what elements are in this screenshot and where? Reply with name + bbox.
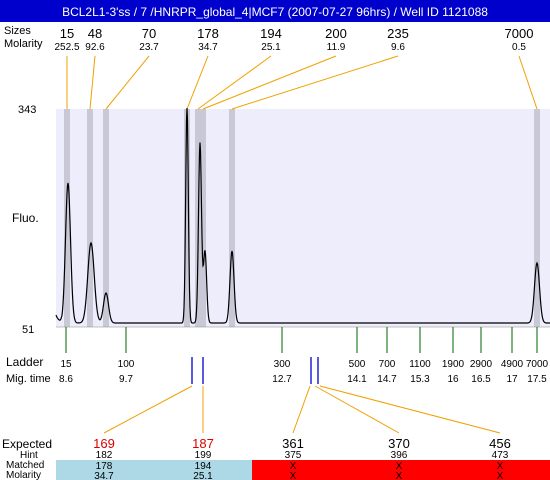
molarity-value: X [290, 471, 297, 480]
hint-label: Hint [20, 450, 38, 461]
peak-band [534, 109, 540, 327]
peak-molarity: 252.5 [54, 42, 79, 53]
expected-connector [314, 385, 400, 434]
hint-value: 473 [492, 450, 509, 461]
ladder-time: 16 [447, 374, 459, 385]
matched-label: Matched [6, 460, 44, 471]
ladder-size: 700 [379, 359, 396, 370]
matched-value: 178 [96, 461, 113, 472]
peak-size: 178 [197, 26, 219, 41]
expected-size: 187 [192, 436, 214, 451]
peak-connectors [66, 55, 538, 110]
peak-size: 7000 [505, 26, 534, 41]
ladder-size: 100 [118, 359, 135, 370]
peak-connector [518, 55, 538, 110]
peak-connector [89, 55, 96, 110]
expected-label: Expected [2, 437, 52, 451]
molarity-bottom-label: Molarity [6, 470, 41, 480]
matched-ticks [191, 357, 319, 384]
ladder-size: 2900 [470, 359, 493, 370]
expected-connector [292, 385, 311, 434]
peak-connector [197, 55, 272, 110]
hint-value: 182 [96, 450, 113, 461]
expected-connector [319, 385, 501, 434]
ladder-time: 15.3 [410, 374, 430, 385]
peak-size: 48 [88, 26, 102, 41]
ladder-size: 7000 [526, 359, 549, 370]
peak-molarity: 34.7 [198, 42, 218, 53]
page-title: BCL2L1-3'ss / 7 /HNRPR_global_4|MCF7 (20… [62, 5, 488, 19]
molarity-value: X [396, 471, 403, 480]
matched-value: X [497, 461, 504, 472]
ladder-time: 8.6 [59, 374, 73, 385]
fluorescence-trace [55, 107, 550, 324]
peak-size: 194 [260, 26, 282, 41]
ladder-time: 17.5 [527, 374, 547, 385]
ladder-size: 500 [349, 359, 366, 370]
peak-band [200, 109, 206, 327]
matched-value: X [396, 461, 403, 472]
peak-connector [186, 55, 209, 110]
ladder-size: 300 [274, 359, 291, 370]
molarity-row-label: Molarity [4, 38, 43, 50]
peak-band [229, 109, 235, 327]
peak-molarity: 92.6 [85, 42, 105, 53]
ladder-size: 4900 [501, 359, 524, 370]
expected-size: 456 [489, 436, 511, 451]
ladder-time: 14.7 [377, 374, 397, 385]
peak-molarity: 23.7 [139, 42, 159, 53]
peak-band [184, 109, 190, 327]
molarity-value: 25.1 [193, 471, 213, 480]
peak-size: 15 [60, 26, 74, 41]
fluo-axis-label: Fluo. [12, 211, 39, 225]
ladder-time: 14.1 [347, 374, 367, 385]
peak-band [64, 109, 70, 327]
sizes-row-label: Sizes [4, 25, 31, 37]
ladder-size: 1900 [442, 359, 465, 370]
peak-size: 235 [387, 26, 409, 41]
expected-size: 361 [282, 436, 304, 451]
ladder-time: 9.7 [119, 374, 133, 385]
peak-molarity: 0.5 [512, 42, 526, 53]
peak-connector [105, 55, 150, 110]
expected-connector [103, 385, 193, 434]
matched-value: 194 [195, 461, 212, 472]
peak-band [103, 109, 109, 327]
peak-connector [231, 55, 399, 110]
expected-table: 16918217834.718719919425.1361375XX370396… [93, 436, 511, 480]
peak-molarity: 25.1 [261, 42, 281, 53]
hint-value: 199 [195, 450, 212, 461]
peak-connector [202, 55, 337, 110]
ladder-time: 12.7 [272, 374, 292, 385]
hint-value: 375 [285, 450, 302, 461]
title-bar [0, 0, 550, 22]
ladder-markers: 15 8.6 100 9.7 300 12.7 500 14.1 700 14.7 1100 15.3… [59, 327, 549, 385]
peak-size: 70 [142, 26, 156, 41]
ladder-size: 15 [60, 359, 72, 370]
expected-connectors [103, 385, 501, 434]
peak-molarity: 9.6 [391, 42, 405, 53]
expected-size: 370 [388, 436, 410, 451]
ladder-size: 1100 [409, 359, 431, 370]
ymin-label: 51 [22, 324, 34, 336]
molarity-value: X [497, 471, 504, 480]
ladder-time: 16.5 [471, 374, 491, 385]
matched-value: X [290, 461, 297, 472]
unmatched-bar [252, 460, 550, 480]
matched-ok-bar [56, 460, 252, 480]
expected-size: 169 [93, 436, 115, 451]
peak-band [87, 109, 93, 327]
ladder-time: 17 [506, 374, 518, 385]
molarity-value: 34.7 [94, 471, 114, 480]
peak-molarity: 11.9 [327, 42, 346, 53]
ymax-label: 343 [18, 104, 36, 116]
mig-time-label: Mig. time [6, 373, 51, 385]
ladder-label: Ladder [6, 355, 43, 369]
plot-area [56, 109, 550, 327]
hint-value: 396 [391, 450, 408, 461]
peak-size: 200 [325, 26, 347, 41]
